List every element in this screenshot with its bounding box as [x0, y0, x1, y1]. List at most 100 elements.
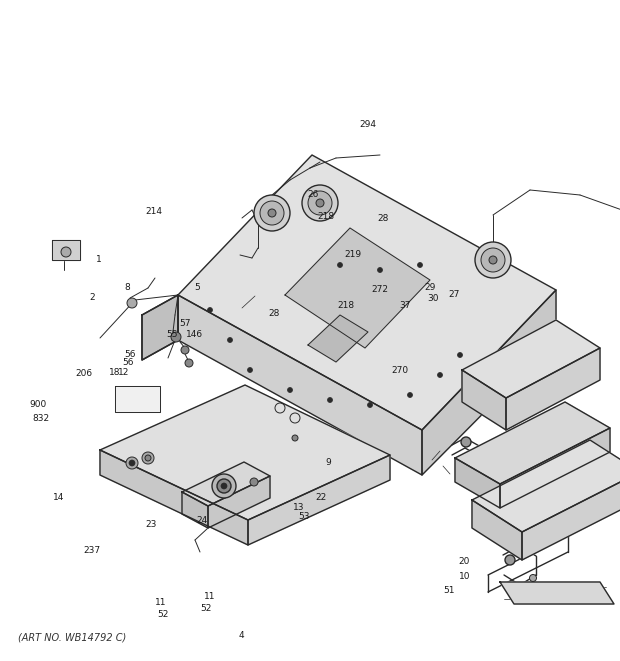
Text: 5: 5 — [194, 283, 200, 292]
Circle shape — [254, 195, 290, 231]
Text: 214: 214 — [145, 207, 162, 216]
Circle shape — [308, 191, 332, 215]
Polygon shape — [100, 385, 390, 520]
Circle shape — [327, 397, 332, 403]
Text: 237: 237 — [83, 546, 100, 555]
Circle shape — [458, 352, 463, 358]
Circle shape — [247, 368, 252, 373]
Polygon shape — [500, 428, 610, 508]
Polygon shape — [472, 500, 522, 560]
Text: 11: 11 — [156, 598, 167, 607]
Text: 218: 218 — [317, 212, 334, 221]
Text: 13: 13 — [293, 503, 304, 512]
Circle shape — [302, 185, 338, 221]
Text: 294: 294 — [360, 120, 377, 129]
Text: 28: 28 — [268, 309, 280, 318]
Text: 8: 8 — [124, 283, 130, 292]
Text: 832: 832 — [32, 414, 50, 423]
Circle shape — [250, 478, 258, 486]
Text: 9: 9 — [326, 458, 332, 467]
Text: 900: 900 — [30, 400, 47, 409]
Circle shape — [337, 262, 342, 268]
Circle shape — [260, 201, 284, 225]
Text: 206: 206 — [76, 369, 93, 378]
Circle shape — [212, 474, 236, 498]
Circle shape — [368, 403, 373, 407]
Text: 26: 26 — [308, 190, 319, 200]
Circle shape — [221, 483, 227, 489]
Text: 57: 57 — [179, 319, 190, 329]
Polygon shape — [182, 492, 208, 528]
Circle shape — [489, 256, 497, 264]
Circle shape — [126, 457, 138, 469]
Polygon shape — [100, 450, 248, 545]
Text: 28: 28 — [378, 214, 389, 223]
Text: 24: 24 — [197, 516, 208, 525]
Circle shape — [228, 338, 232, 342]
Text: 272: 272 — [371, 285, 388, 294]
Polygon shape — [455, 402, 610, 484]
Polygon shape — [500, 582, 614, 604]
Text: 1: 1 — [96, 254, 102, 264]
Text: (ART NO. WB14792 C): (ART NO. WB14792 C) — [18, 633, 126, 643]
Polygon shape — [178, 295, 422, 475]
Text: 10: 10 — [459, 572, 471, 581]
Polygon shape — [182, 462, 270, 506]
Text: 219: 219 — [345, 250, 362, 259]
Text: eReplacementParts.com: eReplacementParts.com — [217, 336, 403, 351]
Text: 52: 52 — [157, 610, 169, 619]
Polygon shape — [208, 476, 270, 528]
Text: 53: 53 — [298, 512, 309, 522]
Circle shape — [505, 555, 515, 565]
Text: 23: 23 — [146, 520, 157, 529]
Text: 51: 51 — [443, 586, 454, 595]
Text: 2: 2 — [89, 293, 95, 302]
Circle shape — [171, 332, 181, 342]
Polygon shape — [115, 386, 160, 412]
Text: 30: 30 — [427, 294, 438, 303]
Circle shape — [129, 460, 135, 466]
Text: 20: 20 — [458, 557, 469, 566]
Polygon shape — [285, 228, 430, 348]
Text: 29: 29 — [425, 283, 436, 292]
Circle shape — [417, 262, 422, 268]
Circle shape — [268, 209, 276, 217]
Text: 27: 27 — [449, 290, 460, 299]
Circle shape — [378, 268, 383, 272]
Circle shape — [481, 248, 505, 272]
Circle shape — [127, 298, 137, 308]
Polygon shape — [462, 320, 600, 398]
Circle shape — [438, 373, 443, 377]
Text: 37: 37 — [400, 301, 411, 310]
Polygon shape — [455, 458, 500, 508]
Text: 55: 55 — [167, 330, 178, 339]
Polygon shape — [248, 455, 390, 545]
Circle shape — [292, 435, 298, 441]
Circle shape — [461, 437, 471, 447]
Polygon shape — [522, 472, 620, 560]
Polygon shape — [142, 295, 178, 360]
Polygon shape — [462, 370, 506, 430]
Polygon shape — [422, 290, 556, 475]
Circle shape — [185, 359, 193, 367]
Text: 270: 270 — [391, 366, 409, 375]
Text: 218: 218 — [337, 301, 355, 310]
Polygon shape — [178, 155, 556, 430]
Polygon shape — [52, 240, 80, 260]
Circle shape — [288, 387, 293, 393]
Text: 56: 56 — [122, 358, 133, 368]
Circle shape — [142, 452, 154, 464]
Circle shape — [217, 479, 231, 493]
Text: 4: 4 — [239, 631, 245, 641]
Circle shape — [316, 199, 324, 207]
Text: 146: 146 — [185, 330, 203, 339]
Polygon shape — [506, 348, 600, 430]
Circle shape — [529, 574, 536, 582]
Text: 52: 52 — [200, 603, 211, 613]
Text: 14: 14 — [53, 493, 64, 502]
Text: 22: 22 — [316, 492, 327, 502]
Polygon shape — [142, 295, 178, 360]
Circle shape — [407, 393, 412, 397]
Text: 56: 56 — [125, 350, 136, 360]
Circle shape — [145, 455, 151, 461]
